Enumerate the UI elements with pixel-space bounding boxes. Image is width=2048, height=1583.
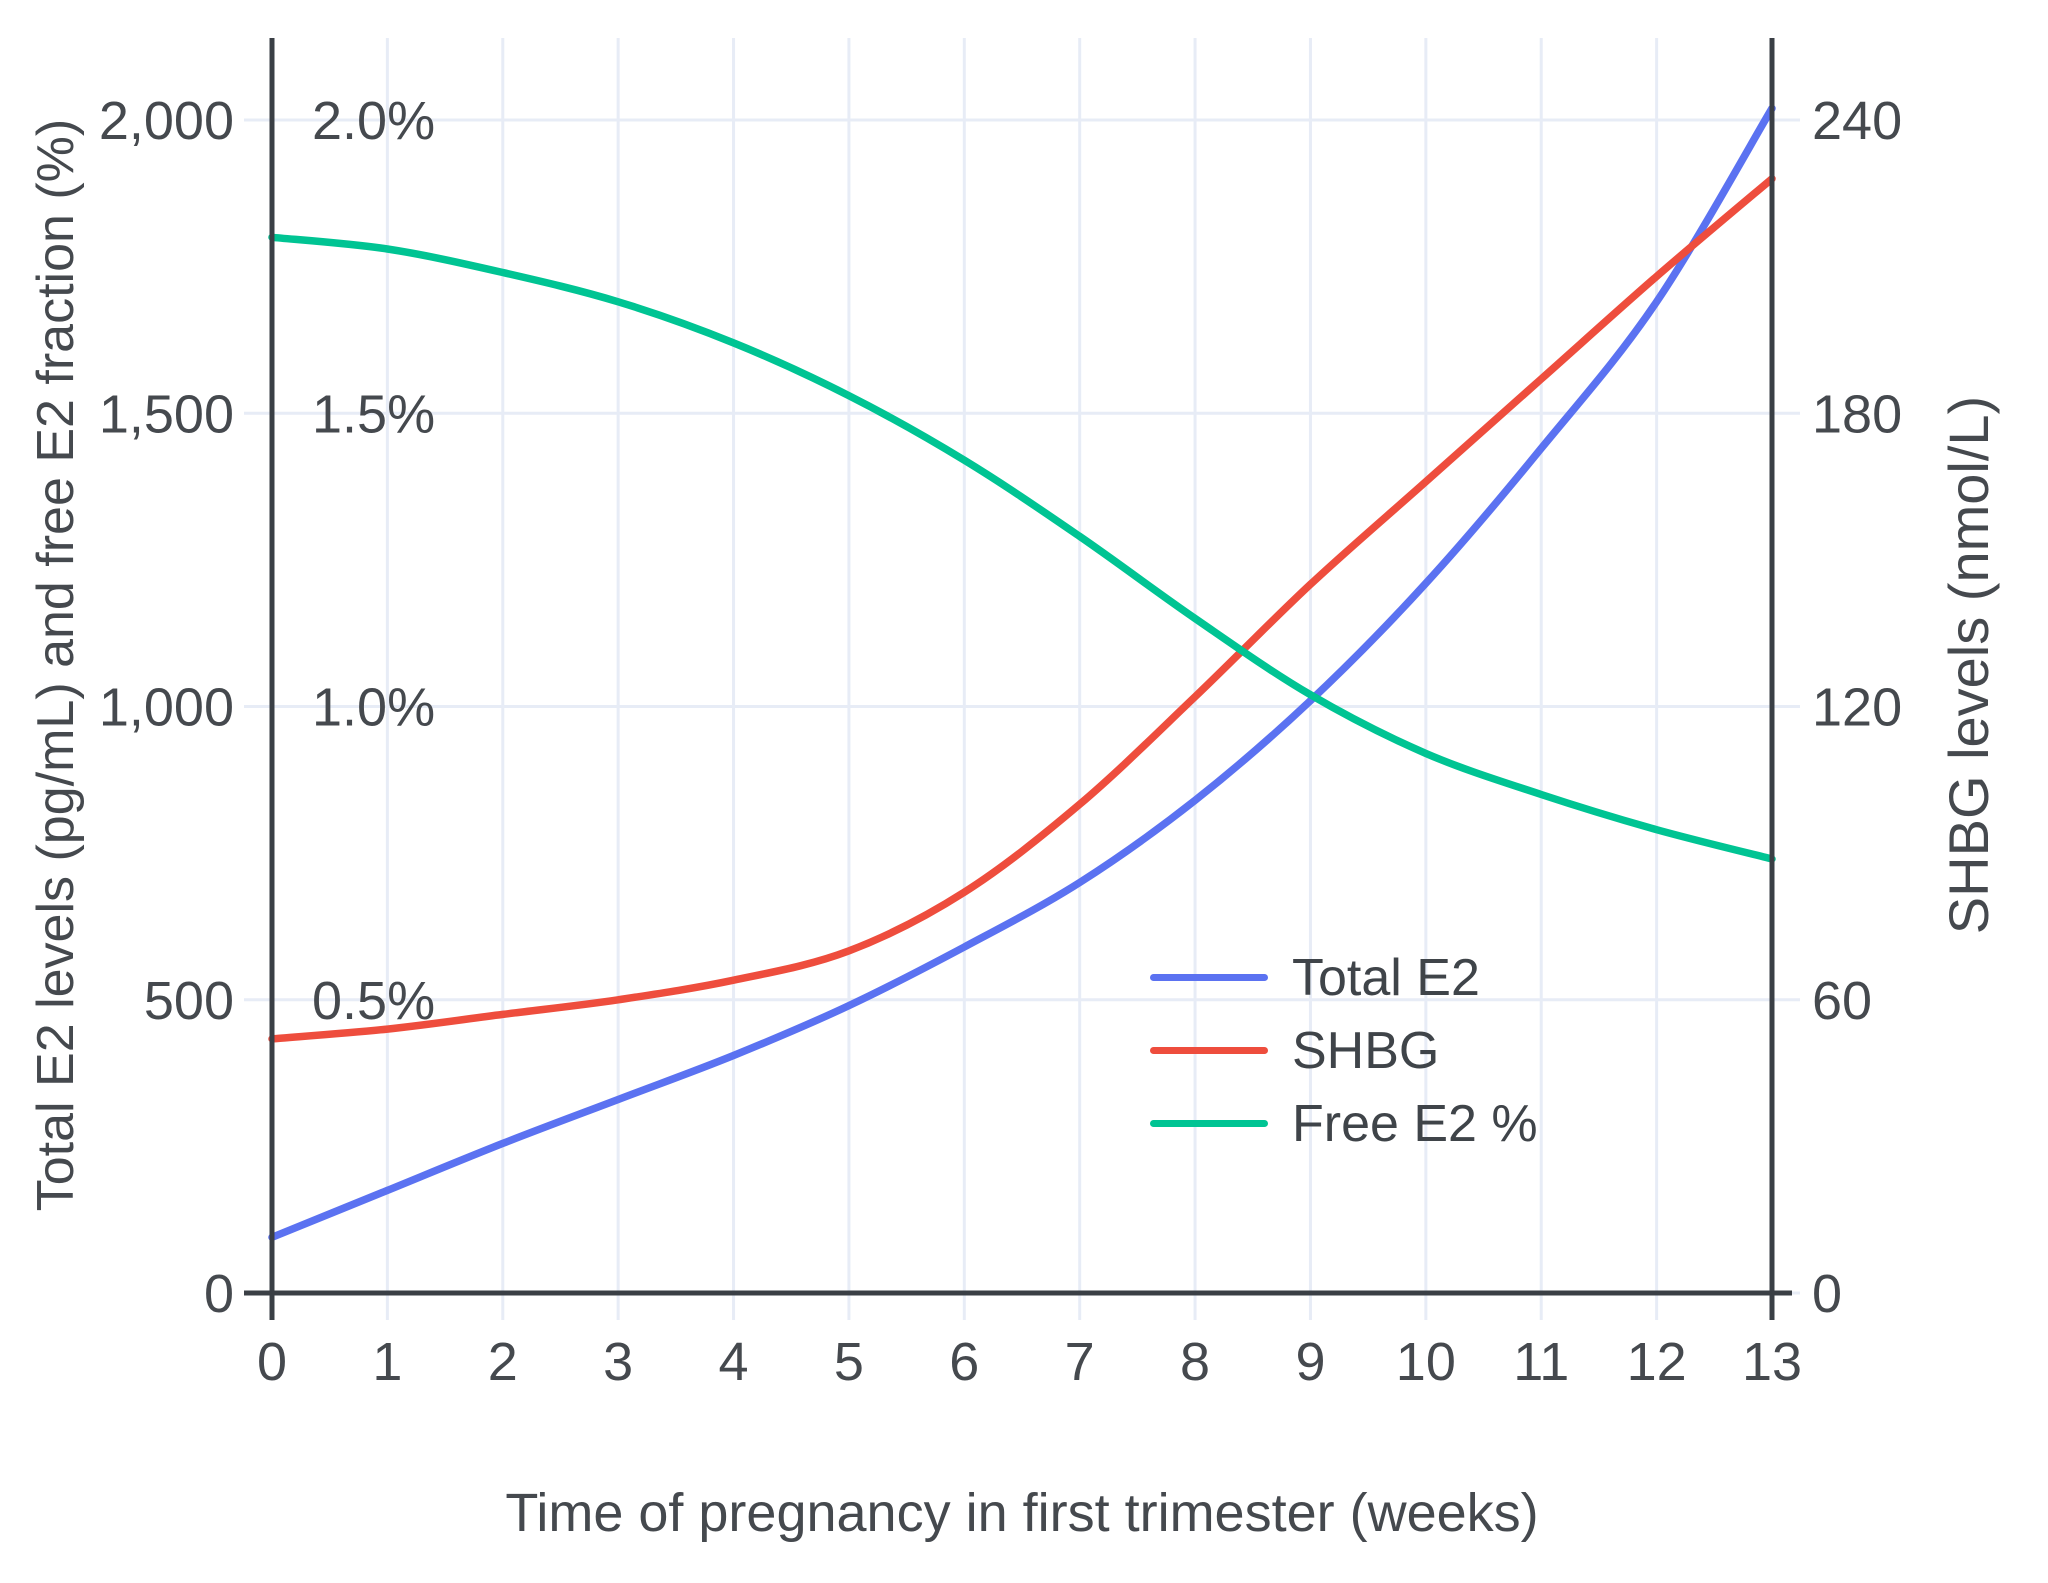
legend-swatch-free-e2 xyxy=(1150,1120,1268,1127)
y-right-axis-title: SHBG levels (nmol/L) xyxy=(1936,395,2000,935)
legend-item-total-e2: Total E2 xyxy=(1150,941,1538,1014)
x-tick-label: 8 xyxy=(1180,1332,1210,1392)
y-right-tick-label: 120 xyxy=(1812,678,1902,738)
series-line-free-e2- xyxy=(268,233,1776,863)
y-left-tick-label: 2,000 xyxy=(99,91,234,151)
free-fraction-tick-label: 0.5% xyxy=(312,971,435,1031)
x-tick-label: 4 xyxy=(719,1332,749,1392)
legend-label-free-e2: Free E2 % xyxy=(1292,1094,1538,1153)
free-fraction-tick-label: 1.5% xyxy=(312,384,435,444)
x-tick-label: 12 xyxy=(1627,1332,1687,1392)
x-tick-label: 11 xyxy=(1513,1332,1569,1392)
y-left-tick-label: 1,000 xyxy=(99,678,234,738)
y-left-tick-label: 1,500 xyxy=(99,384,234,444)
legend-swatch-total-e2 xyxy=(1150,974,1268,981)
series-line-shbg xyxy=(268,174,1776,1043)
x-tick-label: 1 xyxy=(372,1332,402,1392)
y-left-tick-label: 0 xyxy=(204,1264,234,1324)
x-tick-label: 7 xyxy=(1065,1332,1095,1392)
legend-item-shbg: SHBG xyxy=(1150,1014,1538,1087)
x-tick-label: 9 xyxy=(1295,1332,1325,1392)
legend-swatch-shbg xyxy=(1150,1047,1268,1054)
x-tick-label: 10 xyxy=(1396,1332,1456,1392)
y-left-tick-label: 500 xyxy=(144,971,234,1031)
x-tick-label: 13 xyxy=(1742,1332,1802,1392)
y-right-tick-label: 60 xyxy=(1812,971,1872,1031)
x-tick-label: 6 xyxy=(949,1332,979,1392)
free-fraction-tick-label: 1.0% xyxy=(312,678,435,738)
legend-label-shbg: SHBG xyxy=(1292,1021,1440,1080)
y-right-tick-label: 0 xyxy=(1812,1264,1842,1324)
x-tick-label: 3 xyxy=(603,1332,633,1392)
legend-label-total-e2: Total E2 xyxy=(1292,948,1480,1007)
y-right-tick-label: 240 xyxy=(1812,91,1902,151)
x-axis-title: Time of pregnancy in first trimester (we… xyxy=(505,1483,1539,1543)
legend: Total E2 SHBG Free E2 % xyxy=(1150,941,1538,1160)
x-tick-label: 0 xyxy=(257,1332,287,1392)
y-right-tick-label: 180 xyxy=(1812,384,1902,444)
free-fraction-tick-label: 2.0% xyxy=(312,91,435,151)
x-tick-label: 5 xyxy=(834,1332,864,1392)
legend-item-free-e2: Free E2 % xyxy=(1150,1087,1538,1160)
y-left-axis-title: Total E2 levels (pg/mL) and free E2 frac… xyxy=(27,118,85,1212)
series-line-total-e2 xyxy=(268,104,1776,1242)
x-tick-label: 2 xyxy=(488,1332,518,1392)
